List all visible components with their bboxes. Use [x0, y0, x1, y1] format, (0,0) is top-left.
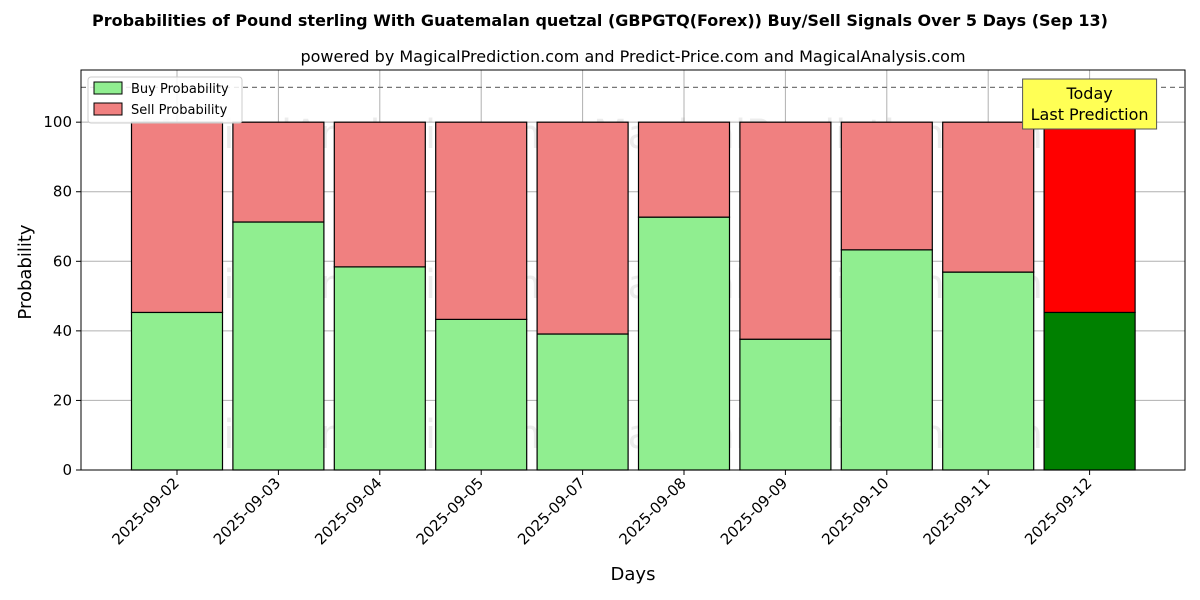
bar-buy-2025-09-07 — [536, 333, 629, 471]
bar-sell-2025-09-11 — [942, 121, 1035, 273]
bar-sell-2025-09-04 — [333, 121, 426, 268]
bar-sell-2025-09-07 — [536, 121, 629, 335]
x-axis-ticks: 2025-09-02 2025-09-03 2025-09-04 2025-09-05… — [108, 470, 1095, 548]
x-tick-label-2025-09-09: 2025-09-09 — [717, 474, 791, 548]
x-axis-label: Days — [611, 564, 656, 585]
legend-label-buy: Buy Probability — [131, 82, 229, 97]
y-tick-label-20: 20 — [53, 391, 72, 409]
bars — [130, 121, 1136, 471]
chart-subtitle: powered by MagicalPrediction.com and Pre… — [300, 47, 965, 66]
legend-swatch-buy — [93, 81, 123, 95]
x-tick-label-2025-09-02: 2025-09-02 — [108, 474, 182, 548]
today-annotation-box — [1022, 78, 1158, 130]
today-annotation: Today Last Prediction — [1022, 78, 1158, 130]
y-axis-ticks: 0 20 40 60 80 100 — [43, 113, 81, 479]
today-annotation-line1: Today — [1065, 84, 1112, 103]
bar-buy-2025-09-02 — [130, 311, 224, 471]
x-tick-label-2025-09-12: 2025-09-12 — [1021, 474, 1095, 548]
bar-buy-2025-09-11 — [942, 271, 1035, 471]
y-tick-label-0: 0 — [62, 461, 72, 479]
bar-sell-2025-09-02 — [130, 121, 224, 314]
y-axis-label: Probability — [15, 224, 36, 319]
x-tick-label-2025-09-03: 2025-09-03 — [210, 474, 284, 548]
x-tick-label-2025-09-11: 2025-09-11 — [920, 474, 994, 548]
bar-sell-2025-09-08 — [637, 121, 731, 218]
bar-buy-2025-09-12 — [1043, 311, 1136, 471]
x-tick-label-2025-09-05: 2025-09-05 — [413, 474, 487, 548]
x-tick-label-2025-09-10: 2025-09-10 — [818, 474, 892, 548]
legend: Buy Probability Sell Probability — [87, 76, 243, 124]
bar-sell-2025-09-12 — [1043, 121, 1136, 314]
y-tick-label-80: 80 — [53, 183, 72, 201]
y-tick-label-40: 40 — [53, 322, 72, 340]
x-tick-label-2025-09-04: 2025-09-04 — [311, 474, 385, 548]
bar-buy-2025-09-08 — [637, 216, 731, 471]
bar-buy-2025-09-10 — [840, 249, 933, 471]
today-annotation-line2: Last Prediction — [1031, 105, 1149, 124]
chart-title: Probabilities of Pound sterling With Gua… — [92, 11, 1108, 30]
bar-sell-2025-09-10 — [840, 121, 933, 251]
bar-buy-2025-09-05 — [435, 318, 528, 471]
bar-sell-2025-09-03 — [232, 121, 325, 223]
bar-buy-2025-09-09 — [739, 338, 832, 471]
bar-buy-2025-09-03 — [232, 221, 325, 471]
plot-frame — [80, 69, 1186, 471]
bar-sell-2025-09-09 — [739, 121, 832, 340]
y-tick-label-60: 60 — [53, 252, 72, 270]
y-tick-label-100: 100 — [43, 113, 72, 131]
legend-label-sell: Sell Probability — [131, 103, 228, 118]
legend-frame — [87, 76, 243, 124]
x-tick-label-2025-09-08: 2025-09-08 — [615, 474, 689, 548]
x-tick-label-2025-09-07: 2025-09-07 — [514, 474, 588, 548]
bar-buy-2025-09-04 — [333, 266, 426, 471]
bar-sell-2025-09-05 — [435, 121, 528, 320]
legend-swatch-sell — [93, 102, 123, 116]
